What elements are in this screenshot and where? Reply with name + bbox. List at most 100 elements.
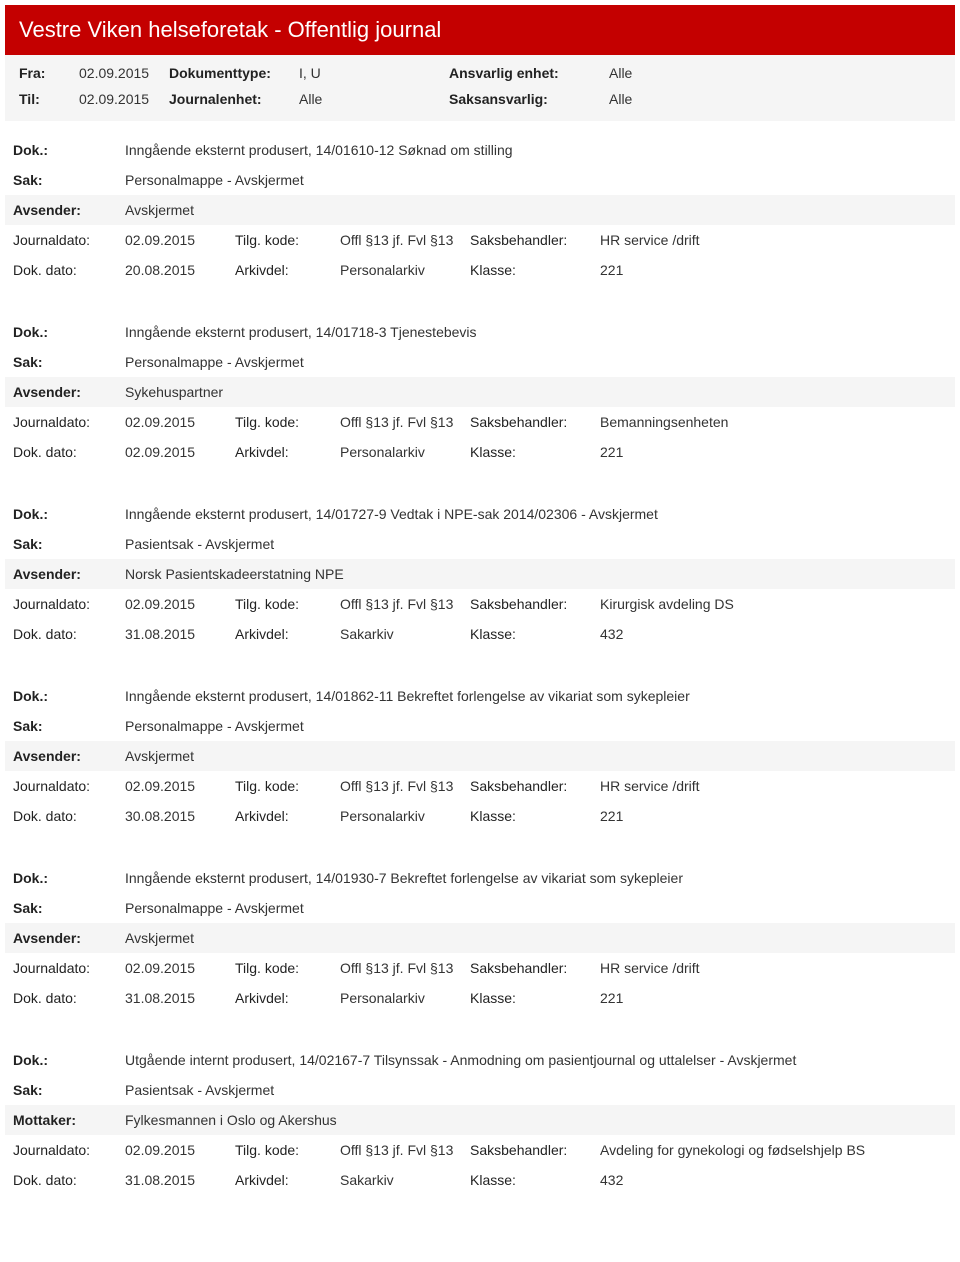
journal-entry: Dok.: Inngående eksternt produsert, 14/0… (5, 135, 955, 289)
dokdato-label: Dok. dato: (13, 808, 125, 824)
journal-entry: Dok.: Inngående eksternt produsert, 14/0… (5, 317, 955, 471)
dok-label: Dok.: (13, 688, 125, 704)
klasse-value: 221 (600, 262, 947, 278)
journaldato-label: Journaldato: (13, 596, 125, 612)
sak-value: Personalmappe - Avskjermet (125, 172, 947, 188)
journal-entry: Dok.: Inngående eksternt produsert, 14/0… (5, 681, 955, 835)
tilgkode-label: Tilg. kode: (235, 1142, 340, 1158)
dok-value: Inngående eksternt produsert, 14/01610-1… (125, 142, 947, 158)
dok-label: Dok.: (13, 870, 125, 886)
arkivdel-value: Sakarkiv (340, 1172, 470, 1188)
sak-label: Sak: (13, 172, 125, 188)
sak-value: Personalmappe - Avskjermet (125, 718, 947, 734)
party-label: Mottaker: (13, 1112, 125, 1128)
sak-value: Personalmappe - Avskjermet (125, 354, 947, 370)
tilgkode-label: Tilg. kode: (235, 414, 340, 430)
journaldato-label: Journaldato: (13, 960, 125, 976)
dok-label: Dok.: (13, 1052, 125, 1068)
journal-entry: Dok.: Inngående eksternt produsert, 14/0… (5, 499, 955, 653)
party-label: Avsender: (13, 202, 125, 218)
meta-dokumenttype-label: Dokumenttype: (169, 65, 299, 81)
sak-label: Sak: (13, 718, 125, 734)
tilgkode-value: Offl §13 jf. Fvl §13 (340, 960, 470, 976)
journaldato-label: Journaldato: (13, 778, 125, 794)
meta-ansvarlig-value: Alle (609, 65, 729, 81)
meta-fra-label: Fra: (19, 65, 79, 81)
party-value: Fylkesmannen i Oslo og Akershus (125, 1112, 947, 1128)
sak-label: Sak: (13, 1082, 125, 1098)
meta-block: Fra: 02.09.2015 Dokumenttype: I, U Ansva… (5, 55, 955, 121)
klasse-value: 432 (600, 1172, 947, 1188)
meta-saksansvarlig-value: Alle (609, 91, 729, 107)
tilgkode-value: Offl §13 jf. Fvl §13 (340, 1142, 470, 1158)
arkivdel-label: Arkivdel: (235, 990, 340, 1006)
tilgkode-value: Offl §13 jf. Fvl §13 (340, 414, 470, 430)
dok-value: Inngående eksternt produsert, 14/01862-1… (125, 688, 947, 704)
meta-journalenhet-label: Journalenhet: (169, 91, 299, 107)
tilgkode-value: Offl §13 jf. Fvl §13 (340, 596, 470, 612)
saksbehandler-value: HR service /drift (600, 232, 947, 248)
sak-label: Sak: (13, 900, 125, 916)
klasse-label: Klasse: (470, 262, 600, 278)
journaldato-value: 02.09.2015 (125, 232, 235, 248)
saksbehandler-label: Saksbehandler: (470, 1142, 600, 1158)
tilgkode-value: Offl §13 jf. Fvl §13 (340, 232, 470, 248)
journal-entry: Dok.: Utgående internt produsert, 14/021… (5, 1045, 955, 1199)
arkivdel-label: Arkivdel: (235, 444, 340, 460)
klasse-value: 432 (600, 626, 947, 642)
party-label: Avsender: (13, 566, 125, 582)
arkivdel-label: Arkivdel: (235, 626, 340, 642)
meta-fra-value: 02.09.2015 (79, 65, 169, 81)
dok-label: Dok.: (13, 324, 125, 340)
tilgkode-label: Tilg. kode: (235, 596, 340, 612)
sak-value: Personalmappe - Avskjermet (125, 900, 947, 916)
dok-label: Dok.: (13, 506, 125, 522)
saksbehandler-value: Kirurgisk avdeling DS (600, 596, 947, 612)
dok-value: Utgående internt produsert, 14/02167-7 T… (125, 1052, 947, 1068)
journaldato-value: 02.09.2015 (125, 778, 235, 794)
journal-entry: Dok.: Inngående eksternt produsert, 14/0… (5, 863, 955, 1017)
journaldato-value: 02.09.2015 (125, 596, 235, 612)
meta-til-label: Til: (19, 91, 79, 107)
party-label: Avsender: (13, 384, 125, 400)
saksbehandler-value: HR service /drift (600, 960, 947, 976)
dokdato-value: 20.08.2015 (125, 262, 235, 278)
saksbehandler-label: Saksbehandler: (470, 232, 600, 248)
klasse-label: Klasse: (470, 626, 600, 642)
dokdato-label: Dok. dato: (13, 1172, 125, 1188)
dokdato-value: 31.08.2015 (125, 990, 235, 1006)
party-value: Avskjermet (125, 202, 947, 218)
meta-journalenhet-value: Alle (299, 91, 449, 107)
arkivdel-value: Personalarkiv (340, 990, 470, 1006)
tilgkode-label: Tilg. kode: (235, 232, 340, 248)
saksbehandler-label: Saksbehandler: (470, 960, 600, 976)
page-title: Vestre Viken helseforetak - Offentlig jo… (5, 5, 955, 55)
party-label: Avsender: (13, 748, 125, 764)
journaldato-label: Journaldato: (13, 1142, 125, 1158)
dokdato-value: 30.08.2015 (125, 808, 235, 824)
dok-label: Dok.: (13, 142, 125, 158)
journaldato-value: 02.09.2015 (125, 414, 235, 430)
dokdato-label: Dok. dato: (13, 990, 125, 1006)
sak-value: Pasientsak - Avskjermet (125, 536, 947, 552)
arkivdel-value: Personalarkiv (340, 444, 470, 460)
saksbehandler-label: Saksbehandler: (470, 596, 600, 612)
saksbehandler-value: Avdeling for gynekologi og fødselshjelp … (600, 1142, 947, 1158)
saksbehandler-value: HR service /drift (600, 778, 947, 794)
arkivdel-value: Personalarkiv (340, 262, 470, 278)
dokdato-label: Dok. dato: (13, 262, 125, 278)
sak-label: Sak: (13, 536, 125, 552)
party-value: Avskjermet (125, 748, 947, 764)
journaldato-value: 02.09.2015 (125, 960, 235, 976)
arkivdel-label: Arkivdel: (235, 1172, 340, 1188)
tilgkode-label: Tilg. kode: (235, 960, 340, 976)
dokdato-value: 31.08.2015 (125, 1172, 235, 1188)
klasse-value: 221 (600, 444, 947, 460)
saksbehandler-label: Saksbehandler: (470, 778, 600, 794)
saksbehandler-label: Saksbehandler: (470, 414, 600, 430)
tilgkode-label: Tilg. kode: (235, 778, 340, 794)
journaldato-value: 02.09.2015 (125, 1142, 235, 1158)
dok-value: Inngående eksternt produsert, 14/01727-9… (125, 506, 947, 522)
klasse-value: 221 (600, 990, 947, 1006)
saksbehandler-value: Bemanningsenheten (600, 414, 947, 430)
